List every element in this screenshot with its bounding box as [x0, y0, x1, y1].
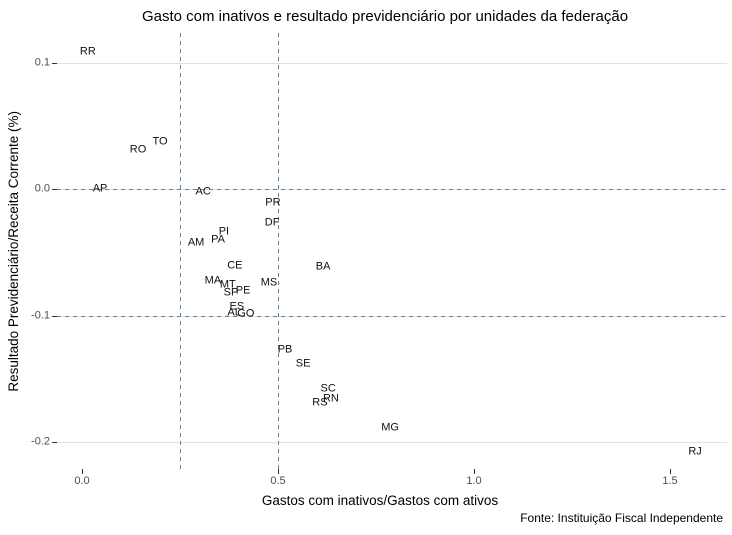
- state-point-label: PA: [211, 233, 225, 246]
- v-refline-dashed: [180, 33, 181, 469]
- state-point-label: PE: [235, 284, 251, 297]
- plot-panel: RR RO TO AP AC PR DF PI PA AM CE BA MA MT MS SP PE ES AL GO…: [57, 33, 727, 469]
- chart-title: Gasto com inativos e resultado previdenc…: [141, 8, 629, 25]
- state-point-label: RO: [129, 143, 147, 156]
- state-point-label: RS: [312, 396, 328, 409]
- state-point-label: MA: [204, 274, 222, 287]
- y-tick-label: 0.0: [34, 182, 50, 195]
- x-axis-label: Gastos com inativos/Gastos com ativos: [261, 493, 499, 508]
- state-point-label: AM: [187, 236, 205, 249]
- x-tick-label: 0.0: [74, 475, 90, 487]
- x-tick-mark: [670, 469, 671, 474]
- y-axis-label-wrap: Resultado Previdenciário/Receita Corrent…: [6, 33, 21, 469]
- h-refline-dashed: [57, 189, 727, 190]
- y-tick-mark: [52, 62, 57, 64]
- state-point-label: MS: [260, 276, 278, 289]
- h-gridline: [57, 62, 727, 64]
- y-tick-mark: [52, 189, 57, 190]
- state-point-label: DF: [264, 216, 280, 229]
- x-tick-mark: [474, 469, 475, 474]
- source-note: Fonte: Instituição Fiscal Independente: [520, 511, 723, 525]
- state-point-label: RR: [79, 45, 96, 58]
- y-axis-label: Resultado Previdenciário/Receita Corrent…: [6, 110, 21, 392]
- y-tick-label: -0.2: [31, 435, 50, 448]
- v-refline-dashed: [278, 33, 279, 469]
- state-point-label: TO: [152, 135, 168, 148]
- state-point-label: CE: [227, 259, 243, 272]
- state-point-label: PI: [218, 225, 230, 238]
- state-point-label: SP: [223, 286, 239, 299]
- state-point-label: PB: [277, 343, 293, 356]
- x-tick-mark: [278, 469, 279, 474]
- h-gridline: [57, 442, 727, 443]
- x-tick-mark: [82, 469, 83, 474]
- state-point-label: AL: [227, 306, 241, 319]
- y-tick-mark: [52, 442, 57, 443]
- state-point-label: BA: [315, 260, 331, 273]
- x-tick-label: 1.5: [662, 475, 678, 487]
- x-tick-label: 1.0: [466, 475, 482, 487]
- y-tick-label: 0.1: [34, 56, 50, 68]
- state-point-label: RJ: [688, 445, 702, 458]
- state-point-label: GO: [237, 307, 255, 320]
- y-tick-mark: [52, 315, 57, 317]
- state-point-label: PR: [265, 196, 281, 209]
- h-refline-dashed: [57, 315, 727, 317]
- state-point-label: MT: [219, 278, 236, 291]
- state-point-label: AC: [195, 185, 211, 198]
- state-point-label: ES: [229, 300, 245, 313]
- state-point-label: RN: [322, 392, 339, 405]
- y-tick-label: -0.1: [31, 309, 50, 321]
- state-point-label: SC: [320, 382, 336, 395]
- state-point-label: SE: [295, 357, 311, 370]
- state-point-label: MG: [381, 421, 399, 434]
- x-tick-label: 0.5: [270, 475, 286, 487]
- state-point-label: AP: [92, 182, 108, 195]
